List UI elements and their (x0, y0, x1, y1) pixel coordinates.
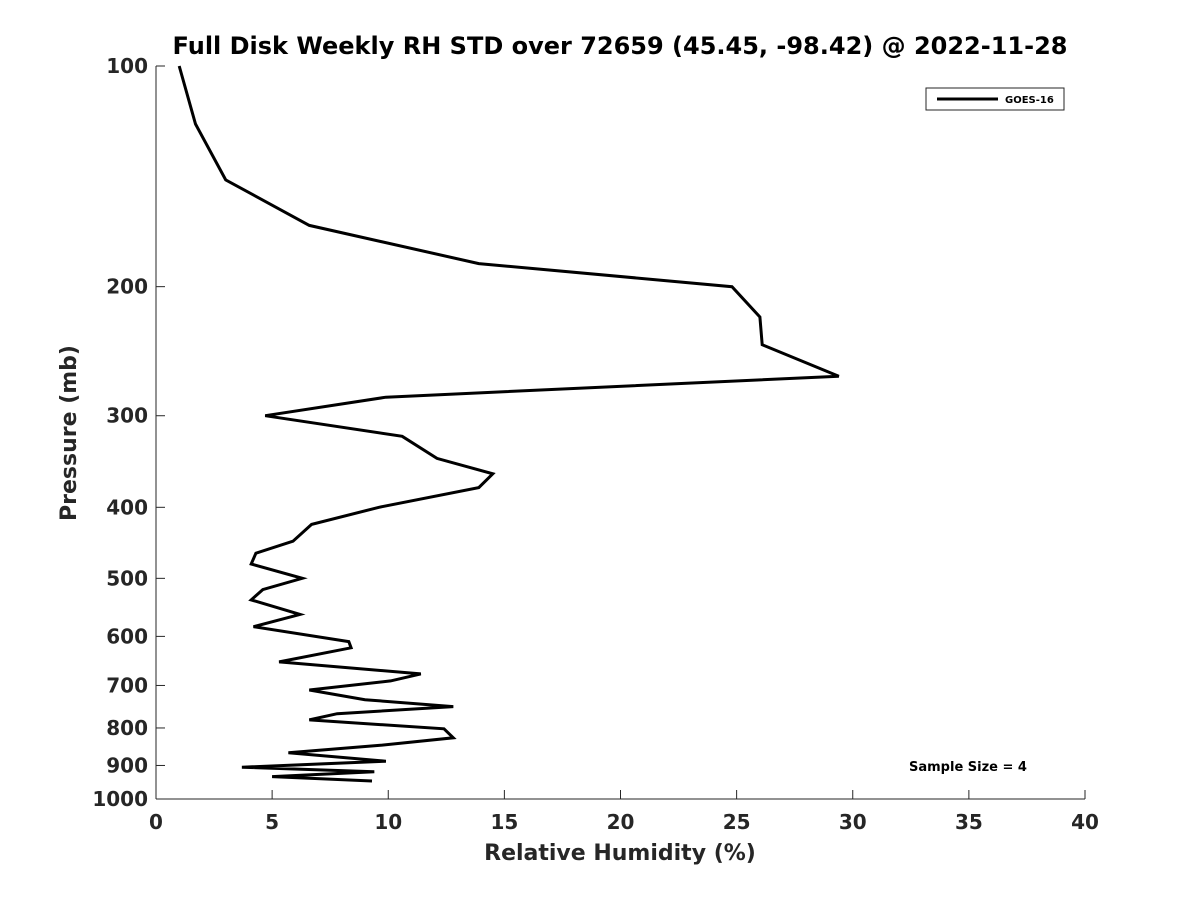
axes (155, 66, 1085, 800)
x-tick-label: 15 (490, 810, 518, 834)
x-tick-label: 5 (265, 810, 279, 834)
y-tick-label: 300 (106, 404, 148, 428)
y-tick-label: 700 (106, 673, 148, 697)
x-tick-label: 35 (955, 810, 983, 834)
y-tick-label: 600 (106, 624, 148, 648)
y-axis-label: Pressure (mb) (57, 345, 82, 521)
series (177, 65, 840, 783)
y-tick-label: 900 (106, 753, 148, 777)
chart-title: Full Disk Weekly RH STD over 72659 (45.4… (173, 32, 1068, 60)
x-tick-label: 10 (374, 810, 402, 834)
sample-size-annotation: Sample Size = 4 (909, 760, 1027, 775)
series-line-goes-16 (177, 65, 840, 783)
legend: GOES-16 (925, 87, 1065, 111)
x-ticks: 0 5 10 15 20 25 30 35 40 (149, 790, 1099, 834)
y-tick-label: 1000 (92, 787, 148, 811)
x-tick-label: 0 (149, 810, 163, 834)
y-tick-label: 500 (106, 566, 148, 590)
legend-label-goes-16: GOES-16 (1005, 95, 1054, 106)
y-tick-label: 800 (106, 716, 148, 740)
y-ticks: 100 200 300 400 500 600 700 800 900 1000 (92, 54, 165, 811)
plot-area (156, 66, 1085, 799)
y-tick-label: 400 (106, 495, 148, 519)
x-axis-label: Relative Humidity (%) (484, 841, 756, 866)
x-tick-label: 30 (839, 810, 867, 834)
x-tick-label: 40 (1071, 810, 1099, 834)
y-tick-label: 100 (106, 54, 148, 78)
x-tick-label: 25 (723, 810, 751, 834)
x-tick-label: 20 (607, 810, 635, 834)
y-tick-label: 200 (106, 275, 148, 299)
